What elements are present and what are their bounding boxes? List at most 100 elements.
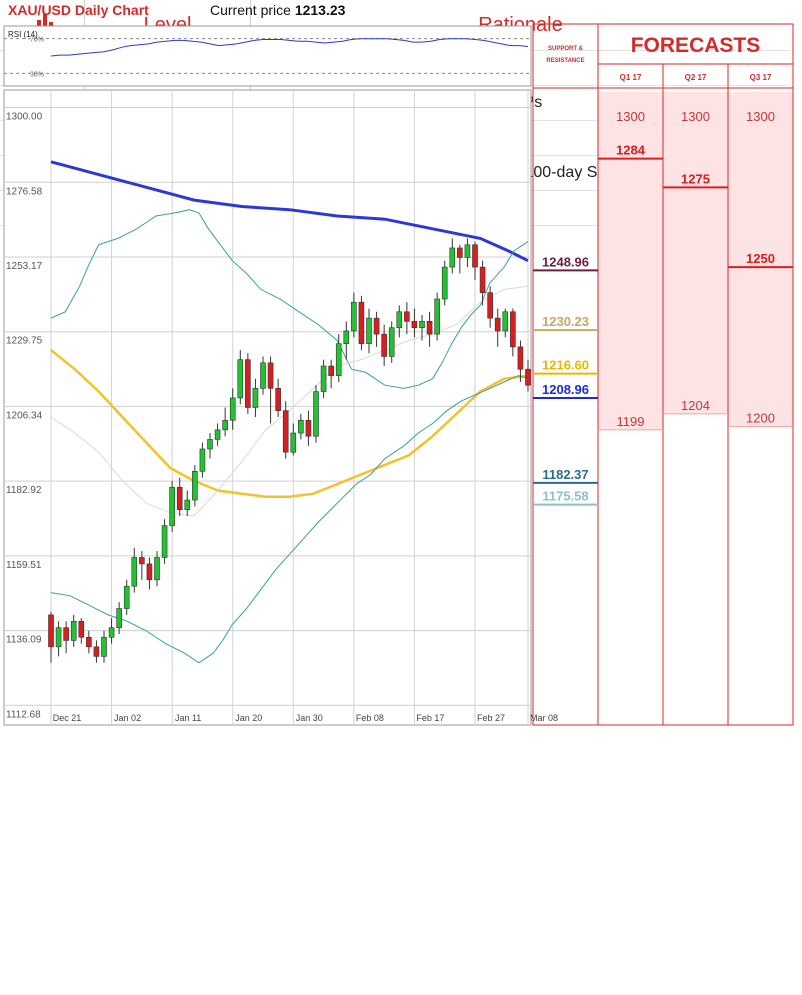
candle-up (169, 486, 175, 526)
rsi-frame (3, 25, 532, 87)
candle-up (222, 419, 228, 431)
candle-up (252, 388, 259, 408)
forecast-high: 1300 (616, 109, 645, 124)
y-tick-label: 1182.92 (6, 485, 42, 496)
rsi-lower-label: 30% (30, 71, 44, 78)
candle-down (139, 557, 145, 565)
sr-title-line: SUPPORT & (548, 46, 584, 52)
candle-up (335, 343, 342, 376)
chart-title: XAU/USD Daily Chart (8, 2, 149, 18)
candle-down (457, 247, 463, 258)
candle-down (63, 627, 69, 641)
indicator-line (50, 160, 529, 263)
candle-up (464, 244, 471, 258)
candle-up (101, 636, 107, 657)
indicator-line (50, 375, 529, 664)
candle-down (245, 359, 251, 408)
candle-up (161, 525, 168, 558)
forecast-target: 1275 (681, 171, 710, 186)
x-tick-label: Jan 30 (296, 713, 323, 723)
rsi-label: RSI (14) (8, 30, 38, 39)
candle-up (214, 429, 221, 440)
candle-down (373, 317, 380, 335)
candle-down (426, 321, 433, 335)
y-tick-label: 1112.68 (6, 709, 41, 720)
candlesticks (48, 238, 531, 663)
y-tick-label: 1206.34 (6, 410, 43, 421)
indicator-line (50, 349, 529, 499)
candle-up (396, 311, 403, 329)
forecast-range (728, 91, 793, 427)
forecast-low: 1204 (681, 398, 710, 413)
candle-up (502, 311, 509, 332)
candle-up (55, 627, 62, 648)
sr-level-label: 1216.60 (542, 358, 589, 373)
x-tick-label: Feb 08 (356, 713, 384, 723)
candle-up (313, 391, 319, 437)
indicator-lines (50, 160, 529, 664)
sr-level-label: 1230.23 (542, 314, 589, 329)
forecast-high: 1300 (746, 109, 775, 124)
candle-down (404, 311, 410, 322)
sr-title: SUPPORT & RESISTANCE (546, 46, 584, 64)
current-price-value: 1213.23 (294, 2, 346, 18)
x-tick-label: Feb 27 (477, 713, 505, 723)
sr-title-line: RESISTANCE (546, 58, 584, 64)
candle-down (48, 614, 54, 648)
y-tick-label: 1136.09 (6, 635, 42, 646)
candle-down (358, 301, 365, 344)
candle-down (494, 317, 501, 332)
candle-down (176, 486, 183, 510)
forecast-low: 1199 (617, 414, 645, 429)
candle-up (184, 499, 191, 510)
y-tick-label: 1300.00 (6, 112, 43, 123)
x-tick-label: Mar 08 (530, 713, 558, 723)
candle-down (146, 563, 153, 581)
candle-up (192, 471, 198, 501)
candle-up (154, 557, 160, 581)
candle-up (207, 439, 213, 450)
forecast-backgrounds (598, 91, 793, 430)
candle-up (123, 585, 130, 609)
candle-down (328, 365, 334, 376)
y-tick-label: 1159.51 (6, 560, 42, 571)
candle-up (320, 365, 327, 392)
candle-down (282, 410, 289, 453)
candle-up (131, 557, 138, 587)
candle-up (116, 608, 122, 628)
forecast-range (598, 91, 663, 430)
candle-down (267, 362, 274, 389)
candle-down (305, 419, 312, 437)
sr-level-label: 1248.96 (542, 254, 589, 269)
x-tick-label: Dec 21 (53, 713, 82, 723)
forecast-target: 1250 (746, 251, 775, 266)
rsi-panel: RSI (14)70% 30% (3, 25, 532, 87)
current-price-label: Current price (210, 2, 291, 18)
candle-up (434, 298, 440, 335)
forecast-quarter: Q2 17 (685, 73, 707, 82)
candle-down (487, 292, 493, 319)
candle-down (510, 311, 516, 348)
candle-down (472, 244, 478, 268)
candle-up (237, 359, 244, 399)
candle-up (298, 419, 304, 434)
sr-level-label: 1175.58 (542, 489, 588, 504)
candle-up (343, 330, 350, 344)
forecast-high: 1300 (681, 109, 710, 124)
rsi-upper-label: 70% (30, 37, 44, 44)
rsi-line (50, 38, 529, 57)
candle-up (290, 432, 297, 453)
candle-down (381, 333, 387, 357)
candle-down (411, 321, 418, 329)
forecast-quarter: Q3 17 (750, 73, 772, 82)
candle-up (441, 266, 448, 300)
candle-up (449, 247, 456, 268)
forecast-target: 1284 (616, 143, 646, 158)
candle-up (419, 321, 425, 329)
candle-down (78, 620, 85, 638)
y-tick-label: 1253.17 (6, 261, 43, 272)
candle-down (479, 266, 486, 293)
x-tick-label: Jan 02 (114, 713, 141, 723)
candle-up (199, 448, 206, 472)
candle-up (351, 301, 357, 332)
